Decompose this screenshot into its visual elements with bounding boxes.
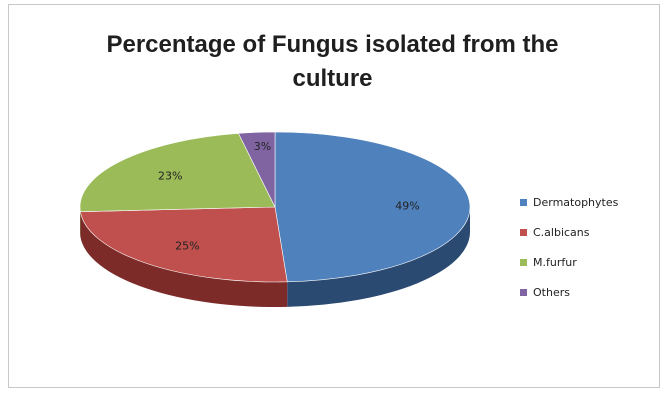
legend-swatch-dermatophytes (520, 198, 527, 206)
pie-slice-c-albicans (80, 206, 288, 283)
legend-item-m-furfur: M.furfur (520, 255, 618, 269)
slice-label-others: 3% (254, 140, 271, 153)
pie-slice-others (237, 131, 276, 208)
slice-label-dermatophytes: 49% (395, 199, 419, 212)
legend-item-others: Others (520, 285, 618, 299)
slice-label-c-albicans: 25% (175, 239, 199, 252)
legend: Dermatophytes C.albicans M.furfur Others (520, 195, 618, 315)
slice-label-m-furfur: 23% (158, 170, 182, 183)
pie-side-dermatophytes (287, 207, 470, 307)
chart-title-line-2: culture (292, 65, 373, 92)
legend-swatch-c-albicans (520, 228, 527, 236)
legend-swatch-m-furfur (520, 258, 527, 266)
pie-side-c-albicans (80, 211, 288, 307)
legend-item-c-albicans: C.albicans (520, 225, 618, 239)
legend-item-dermatophytes: Dermatophytes (520, 195, 618, 209)
pie-slice-m-furfur (79, 133, 276, 213)
chart-title-line-1: Percentage of Fungus isolated from the (106, 31, 559, 58)
legend-label-c-albicans: C.albicans (533, 225, 590, 239)
legend-label-m-furfur: M.furfur (533, 255, 577, 269)
legend-swatch-others (520, 288, 527, 296)
pie-slice-dermatophytes (274, 131, 471, 283)
chart-title: Percentage of Fungus isolated from the c… (0, 28, 665, 96)
legend-label-others: Others (533, 285, 570, 299)
legend-label-dermatophytes: Dermatophytes (533, 195, 619, 209)
